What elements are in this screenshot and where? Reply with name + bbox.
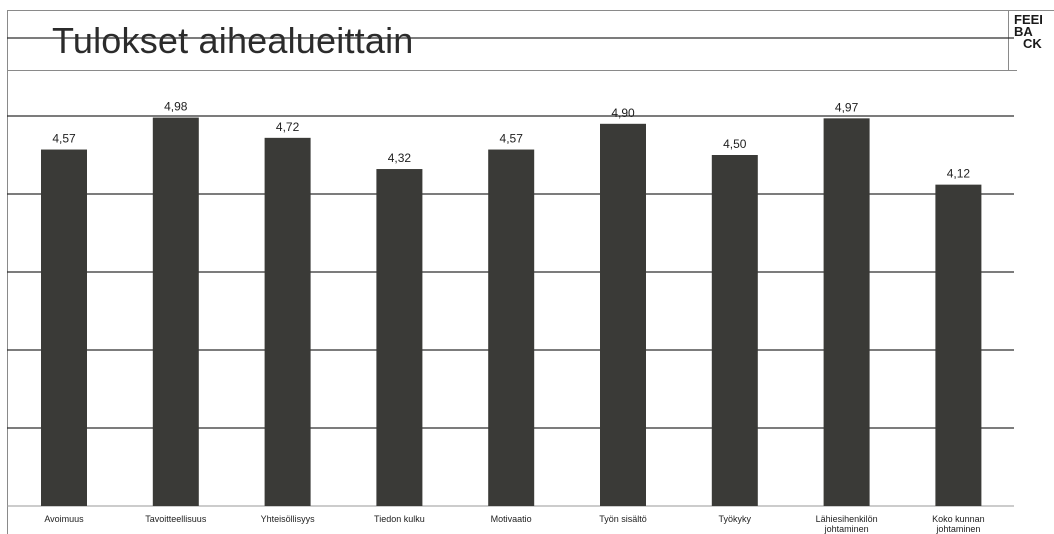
x-tick-label: johtaminen bbox=[824, 524, 869, 534]
bar bbox=[711, 155, 758, 506]
x-tick-label: Motivaatio bbox=[491, 514, 532, 524]
x-tick-label: Työn sisältö bbox=[599, 514, 647, 524]
bar bbox=[264, 137, 311, 506]
x-tick-label: Tavoitteellisuus bbox=[145, 514, 207, 524]
header-divider bbox=[7, 70, 1017, 71]
x-tick-label: Työkyky bbox=[719, 514, 752, 524]
bar bbox=[152, 117, 199, 506]
data-label: 4,57 bbox=[500, 132, 524, 146]
bar bbox=[376, 169, 423, 507]
data-label: 4,72 bbox=[276, 120, 300, 134]
bar bbox=[488, 149, 535, 507]
logo-line-1: FEEI bbox=[1014, 14, 1043, 27]
data-label: 4,50 bbox=[723, 137, 747, 151]
bar bbox=[823, 118, 870, 506]
logo-line-3: CK bbox=[1023, 36, 1042, 51]
bar bbox=[600, 123, 646, 507]
slide-title: Tulokset aihealueittain bbox=[52, 20, 414, 61]
data-label: 4,12 bbox=[947, 167, 971, 181]
x-tick-label: Yhteisöllisyys bbox=[261, 514, 316, 524]
data-label: 4,57 bbox=[52, 132, 76, 146]
x-tick-label: Avoimuus bbox=[44, 514, 84, 524]
data-label: 4,32 bbox=[388, 151, 412, 165]
x-tick-label: Tiedon kulku bbox=[374, 514, 425, 524]
feedback-logo: FEEI BA CK bbox=[1014, 14, 1054, 66]
bar bbox=[41, 149, 87, 507]
data-label: 4,97 bbox=[835, 100, 859, 114]
x-tick-label: johtaminen bbox=[935, 524, 980, 534]
data-label: 4,90 bbox=[611, 106, 635, 120]
x-tick-label: Koko kunnan bbox=[932, 514, 985, 524]
bar bbox=[935, 184, 982, 506]
x-tick-label: Lähiesihenkilön bbox=[816, 514, 878, 524]
data-label: 4,98 bbox=[164, 100, 188, 114]
logo-line-2: BA bbox=[1014, 24, 1033, 39]
logo-divider bbox=[1008, 10, 1009, 70]
